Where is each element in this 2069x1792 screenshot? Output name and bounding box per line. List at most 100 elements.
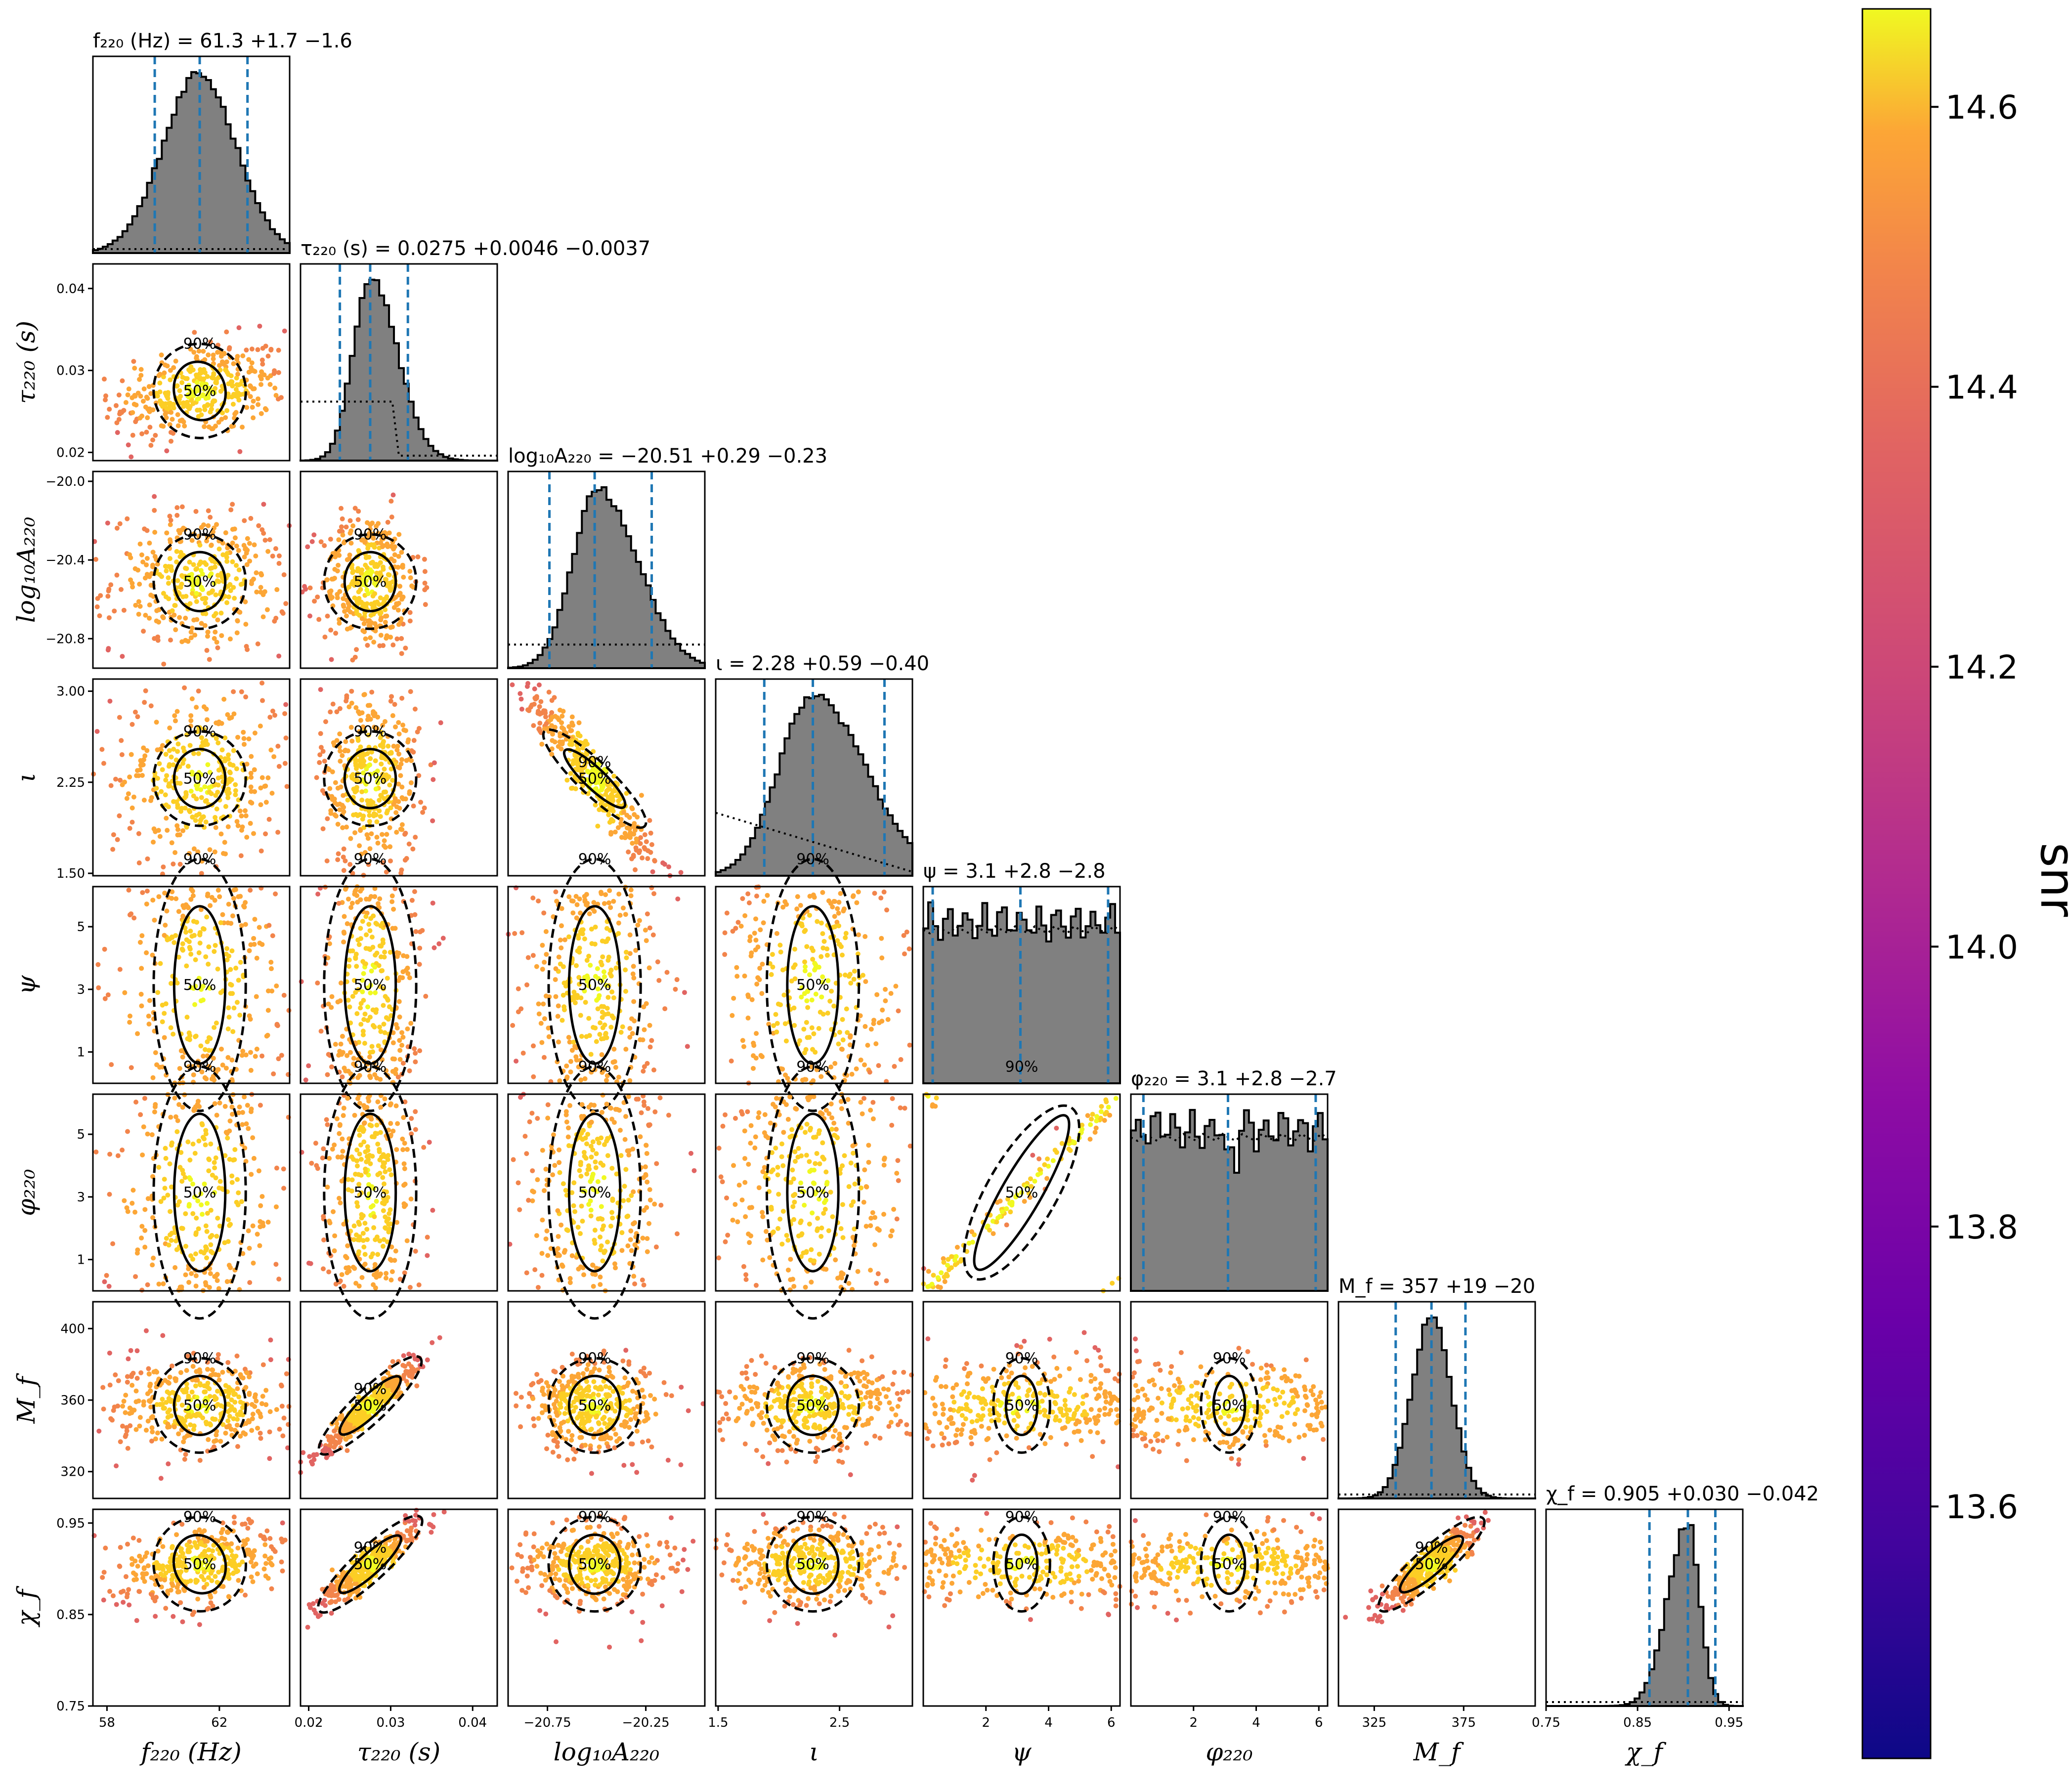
- scatter-point: [725, 1233, 731, 1238]
- scatter-point: [423, 993, 429, 999]
- scatter-point: [188, 951, 194, 957]
- scatter-point: [640, 1278, 645, 1283]
- scatter-point: [969, 1229, 975, 1235]
- scatter-point: [223, 1430, 228, 1436]
- scatter-point: [783, 1038, 789, 1044]
- scatter-point: [400, 1147, 406, 1152]
- scatter-point: [336, 537, 342, 543]
- scatter-point: [376, 1043, 381, 1049]
- scatter-point: [803, 964, 808, 969]
- scatter-point: [132, 366, 137, 371]
- scatter-point: [780, 1067, 785, 1072]
- scatter-point: [240, 353, 246, 358]
- scatter-point: [207, 657, 212, 662]
- scatter-point: [122, 1198, 127, 1203]
- scatter-point: [137, 541, 143, 547]
- scatter-point: [125, 1379, 130, 1385]
- scatter-point: [231, 423, 236, 428]
- scatter-point: [196, 751, 201, 756]
- scatter-point: [250, 405, 255, 410]
- scatter-point: [244, 562, 250, 567]
- scatter-point: [216, 363, 222, 368]
- scatter-point: [325, 816, 330, 821]
- scatter-point: [164, 1236, 169, 1241]
- scatter-point: [383, 789, 388, 795]
- scatter-point: [161, 615, 166, 621]
- scatter-point: [622, 1137, 628, 1142]
- scatter-point: [115, 430, 120, 435]
- scatter-point: [522, 1134, 528, 1139]
- scatter-point: [376, 562, 381, 568]
- scatter-point: [590, 1139, 596, 1145]
- scatter-point: [205, 1366, 210, 1372]
- scatter-point: [251, 831, 257, 836]
- scatter-point: [379, 968, 384, 974]
- scatter-point: [784, 902, 789, 907]
- scatter-point: [384, 1271, 389, 1276]
- scatter-point: [212, 1101, 217, 1107]
- scatter-point: [252, 542, 257, 548]
- scatter-point: [307, 585, 313, 591]
- scatter-point: [630, 806, 635, 811]
- scatter-point: [580, 931, 585, 937]
- scatter-point: [777, 1216, 783, 1222]
- scatter-point: [623, 1114, 629, 1119]
- scatter-point: [1066, 1146, 1072, 1152]
- scatter-point: [380, 1175, 386, 1180]
- scatter-point: [262, 406, 268, 411]
- scatter-point: [224, 600, 230, 605]
- scatter-point: [230, 401, 236, 407]
- scatter-point: [802, 1202, 807, 1208]
- scatter-point: [249, 360, 255, 366]
- scatter-point: [368, 613, 374, 618]
- scatter-point: [556, 954, 561, 960]
- scatter-point: [346, 704, 352, 710]
- scatter-point: [381, 1022, 387, 1027]
- scatter-point: [340, 753, 345, 758]
- scatter-point: [1093, 1125, 1099, 1131]
- scatter-point: [166, 401, 172, 406]
- scatter-point: [607, 1105, 613, 1110]
- scatter-point: [935, 1284, 941, 1289]
- scatter-panel-tau220-vs-f220: 50%90%: [92, 263, 291, 462]
- scatter-point: [217, 1100, 222, 1106]
- scatter-point: [826, 898, 831, 903]
- scatter-point: [770, 952, 775, 957]
- scatter-point: [388, 1257, 393, 1262]
- scatter-point: [163, 594, 169, 599]
- scatter-point: [784, 1233, 789, 1238]
- scatter-point: [321, 1214, 326, 1219]
- scatter-point: [584, 741, 590, 747]
- scatter-point: [389, 514, 394, 520]
- scatter-point: [232, 526, 237, 532]
- scatter-point: [610, 1060, 616, 1065]
- scatter-point: [585, 900, 590, 906]
- scatter-point: [349, 900, 355, 906]
- scatter-point: [308, 1261, 313, 1266]
- scatter-point: [617, 1128, 623, 1133]
- scatter-point: [156, 1281, 162, 1287]
- scatter-point: [747, 934, 753, 939]
- scatter-point: [237, 808, 243, 813]
- scatter-point: [161, 374, 166, 380]
- scatter-point: [248, 888, 253, 893]
- scatter-point: [584, 958, 590, 963]
- scatter-point: [388, 635, 393, 640]
- scatter-point: [130, 584, 135, 590]
- scatter-point: [154, 720, 159, 725]
- scatter-point: [780, 1163, 786, 1168]
- scatter-point: [348, 725, 354, 730]
- scatter-point: [777, 942, 783, 948]
- scatter-point: [95, 596, 100, 601]
- scatter-point: [644, 938, 649, 943]
- scatter-point: [652, 1109, 658, 1114]
- scatter-point: [866, 1143, 871, 1148]
- scatter-point: [620, 1024, 625, 1029]
- scatter-point: [839, 1106, 844, 1111]
- scatter-point: [323, 719, 328, 725]
- scatter-point: [836, 1041, 841, 1047]
- scatter-point: [780, 1208, 786, 1214]
- scatter-point: [353, 758, 358, 764]
- scatter-point: [359, 616, 365, 621]
- scatter-point: [818, 1110, 823, 1115]
